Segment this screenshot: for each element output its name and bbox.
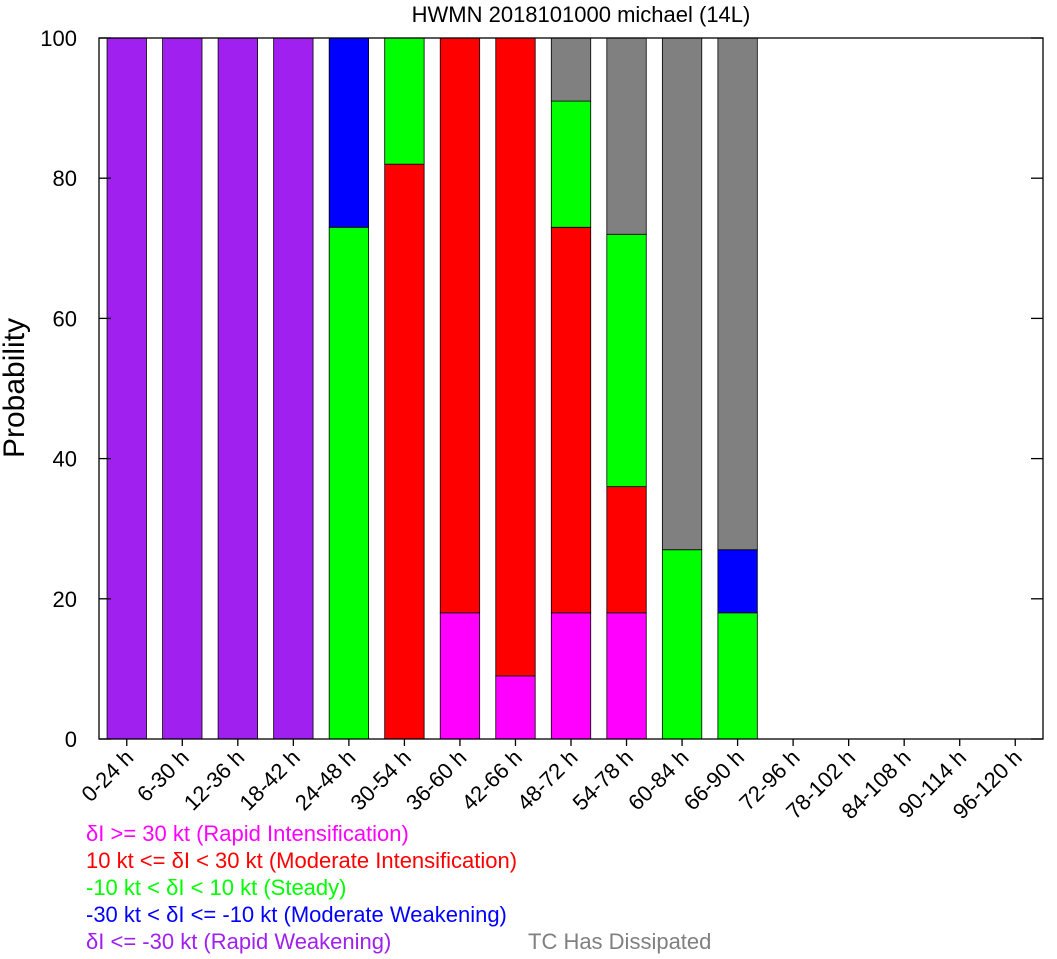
x-axis-ticks: 0-24 h6-30 h12-36 h18-42 h24-48 h30-54 h… — [77, 739, 1027, 824]
x-tick-label: 30-54 h — [346, 745, 416, 815]
y-tick-label: 40 — [53, 447, 77, 472]
bar-segment — [440, 613, 479, 739]
bar-segment — [718, 38, 757, 550]
bar-segment — [385, 38, 424, 164]
legend-tc-dissipated: TC Has Dissipated — [528, 929, 711, 955]
bar-segment — [551, 101, 590, 227]
legend-moderate-intensification: 10 kt <= δI < 30 kt (Moderate Intensific… — [86, 848, 517, 874]
y-tick-label: 0 — [65, 727, 77, 752]
bar-segment — [496, 38, 535, 676]
bars-group — [107, 38, 757, 739]
y-tick-label: 20 — [53, 587, 77, 612]
bar-segment — [329, 227, 368, 739]
x-tick-label: 36-60 h — [401, 745, 471, 815]
bar-segment — [551, 38, 590, 101]
bar-segment — [607, 487, 646, 613]
y-axis-label: Probability — [0, 318, 31, 458]
bar-segment — [163, 38, 202, 739]
bar-segment — [718, 613, 757, 739]
bar-segment — [662, 550, 701, 739]
bar-segment — [718, 550, 757, 613]
x-tick-label: 0-24 h — [77, 745, 139, 807]
legend-steady: -10 kt < δI < 10 kt (Steady) — [86, 875, 346, 901]
x-tick-label: 42-66 h — [457, 745, 527, 815]
bar-segment — [551, 613, 590, 739]
y-tick-label: 100 — [40, 26, 77, 51]
bar-segment — [107, 38, 146, 739]
bar-segment — [607, 613, 646, 739]
y-tick-label: 80 — [53, 166, 77, 191]
bar-segment — [218, 38, 257, 739]
bar-segment — [607, 234, 646, 486]
legend-moderate-weakening: -30 kt < δI <= -10 kt (Moderate Weakenin… — [86, 902, 507, 928]
probability-bar-chart: HWMN 2018101000 michael (14L) Probabilit… — [0, 0, 1057, 959]
x-tick-label: 60-84 h — [623, 745, 693, 815]
bar-segment — [607, 38, 646, 234]
chart-title: HWMN 2018101000 michael (14L) — [412, 2, 751, 27]
y-tick-label: 60 — [53, 306, 77, 331]
bar-segment — [496, 676, 535, 739]
x-tick-label: 54-78 h — [568, 745, 638, 815]
bar-segment — [551, 227, 590, 613]
bar-segment — [385, 164, 424, 739]
bar-segment — [662, 38, 701, 550]
x-tick-label: 18-42 h — [234, 745, 304, 815]
legend-rapid-weakening: δI <= -30 kt (Rapid Weakening) — [86, 929, 391, 955]
x-tick-label: 12-36 h — [179, 745, 249, 815]
bar-segment — [329, 38, 368, 227]
x-tick-label: 48-72 h — [512, 745, 582, 815]
x-tick-label: 24-48 h — [290, 745, 360, 815]
legend-rapid-intensification: δI >= 30 kt (Rapid Intensification) — [86, 821, 409, 847]
bar-segment — [274, 38, 313, 739]
bar-segment — [440, 38, 479, 613]
x-tick-label: 66-90 h — [679, 745, 749, 815]
